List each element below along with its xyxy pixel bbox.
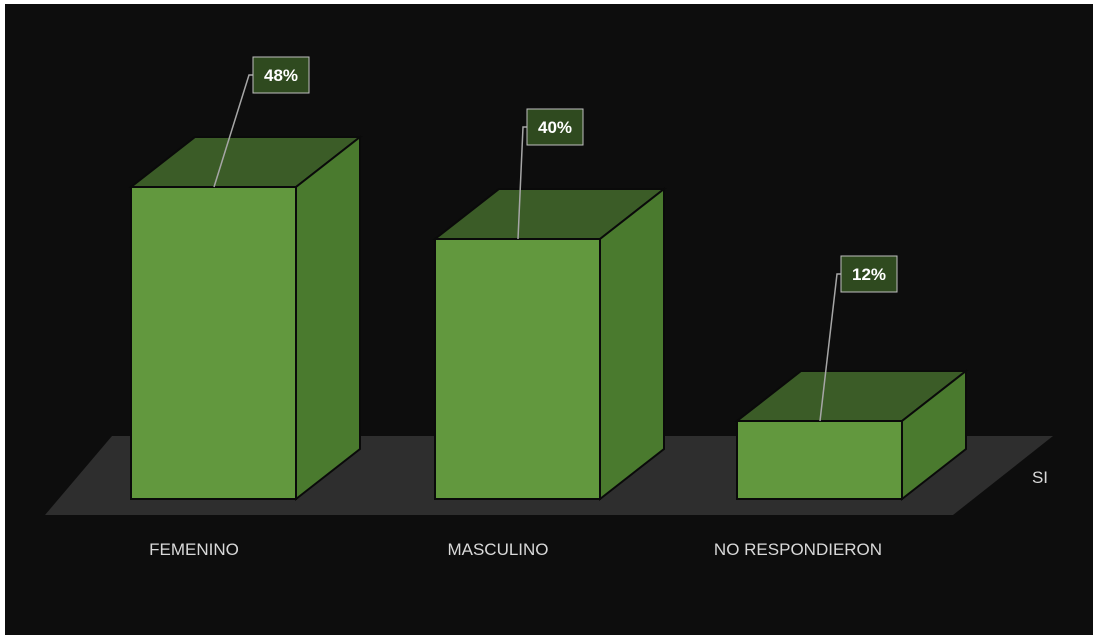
leader-line <box>517 126 527 240</box>
leader-line <box>819 273 841 422</box>
bar <box>130 186 297 500</box>
bar <box>736 420 903 500</box>
x-tick-label: MASCULINO <box>447 540 548 559</box>
bar-side-face <box>295 134 361 502</box>
leader-line <box>213 74 253 188</box>
data-label: 40% <box>538 118 572 137</box>
x-tick-label: NO RESPONDIERON <box>714 540 882 559</box>
x-tick-label: FEMENINO <box>149 540 239 559</box>
data-label-box <box>252 56 310 94</box>
bar <box>434 238 601 500</box>
data-label: 48% <box>264 66 298 85</box>
bar-chart-3d: 48% 40% 12% FEMENINO MASCULINO NO RESPONDI… <box>45 56 1053 559</box>
data-label-box <box>526 108 584 146</box>
bars-layer <box>128 134 969 502</box>
legend-series-label: SI <box>1032 468 1048 487</box>
labels-layer: 48% 40% 12% <box>213 56 898 422</box>
bar-side-face <box>599 186 665 502</box>
chart-area: 48% 40% 12% FEMENINO MASCULINO NO RESPONDI… <box>5 4 1093 635</box>
data-label: 12% <box>852 265 886 284</box>
data-label-box <box>840 255 898 293</box>
